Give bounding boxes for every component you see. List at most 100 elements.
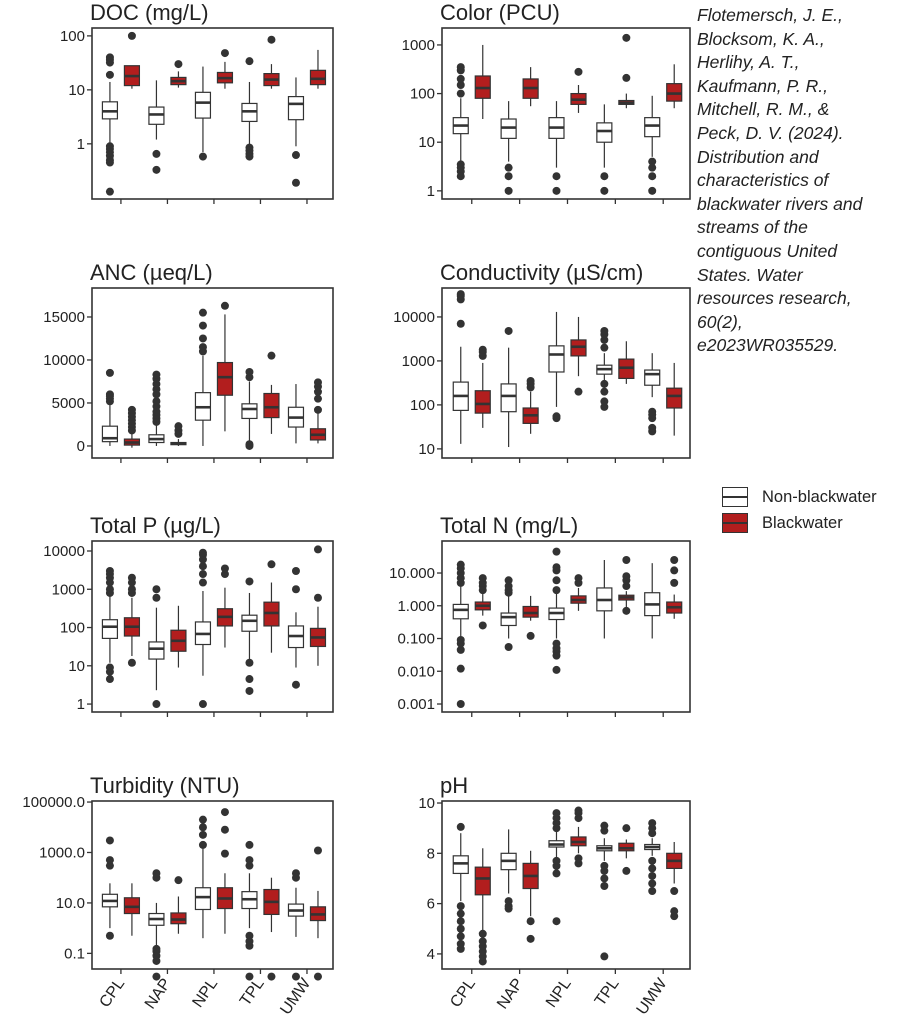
box-npl-blackwater xyxy=(216,301,234,432)
box-tpl-blackwater xyxy=(263,351,280,434)
outlier-point xyxy=(245,937,254,946)
outlier-point xyxy=(127,585,136,594)
panel-title: pH xyxy=(440,773,468,798)
outlier-point xyxy=(198,562,207,571)
outlier-point xyxy=(648,163,657,172)
outlier-point xyxy=(574,574,583,583)
outlier-point xyxy=(504,163,513,172)
outlier-point xyxy=(456,81,465,90)
outlier-point xyxy=(456,664,465,673)
box-npl-non-blackwater xyxy=(194,308,212,446)
outlier-point xyxy=(152,149,161,158)
outlier-point xyxy=(220,808,229,817)
y-tick-label: 1000 xyxy=(52,581,85,598)
outlier-point xyxy=(245,686,254,695)
outlier-point xyxy=(198,700,207,709)
box-cpl-non-blackwater xyxy=(101,567,119,684)
outlier-point xyxy=(313,405,322,414)
box-tpl-non-blackwater xyxy=(596,821,613,961)
box-tpl-blackwater xyxy=(618,33,635,109)
box-nap-non-blackwater xyxy=(500,326,517,448)
y-tick-label: 10 xyxy=(418,795,435,812)
box-npl-blackwater xyxy=(216,49,234,89)
y-tick-label: 10 xyxy=(418,134,435,151)
outlier-point xyxy=(648,871,657,880)
outlier-point xyxy=(600,882,609,891)
outlier-point xyxy=(478,621,487,630)
outlier-point xyxy=(198,570,207,579)
outlier-point xyxy=(105,585,114,594)
citation-line: e2023WR035529. xyxy=(697,335,839,356)
citation-line: contiguous United xyxy=(697,240,838,261)
box-nap-blackwater xyxy=(170,605,187,668)
outlier-point xyxy=(127,405,136,414)
box-umw-non-blackwater xyxy=(287,77,305,187)
y-tick-label: 1 xyxy=(427,183,435,200)
outlier-point xyxy=(600,387,609,396)
box xyxy=(474,390,491,414)
outlier-point xyxy=(504,326,513,335)
box xyxy=(596,122,613,143)
outlier-point xyxy=(622,824,631,833)
outlier-point xyxy=(552,586,561,595)
y-tick-label: 10000 xyxy=(43,352,85,369)
box-tpl-blackwater xyxy=(263,560,280,653)
outlier-point xyxy=(313,378,322,387)
citation-line: Distribution and xyxy=(697,146,819,167)
outlier-point xyxy=(574,387,583,396)
y-tick-label: 100 xyxy=(410,86,435,103)
box-tpl-non-blackwater xyxy=(241,840,258,981)
box-npl-non-blackwater xyxy=(194,66,212,161)
outlier-point xyxy=(291,869,300,878)
outlier-point xyxy=(504,582,513,591)
box-umw-non-blackwater xyxy=(287,567,305,689)
outlier-point xyxy=(552,917,561,926)
box-nap-blackwater xyxy=(522,595,539,640)
box-umw-blackwater xyxy=(309,846,327,981)
box-nap-non-blackwater xyxy=(148,585,165,709)
box-cpl-non-blackwater xyxy=(101,368,119,446)
outlier-point xyxy=(552,186,561,195)
box-umw-non-blackwater xyxy=(287,384,305,444)
box-cpl-non-blackwater xyxy=(452,63,469,181)
outlier-point xyxy=(105,567,114,576)
box-cpl-blackwater xyxy=(474,345,491,428)
outlier-point xyxy=(291,151,300,160)
box-npl-non-blackwater xyxy=(548,101,565,195)
outlier-point xyxy=(105,856,114,865)
legend-label: Blackwater xyxy=(762,513,843,532)
box xyxy=(644,369,661,386)
outlier-point xyxy=(670,555,679,564)
panel-title: Color (PCU) xyxy=(440,0,560,25)
box-tpl-non-blackwater xyxy=(596,104,613,195)
outlier-point xyxy=(245,856,254,865)
box-npl-blackwater xyxy=(570,574,587,611)
citation-line: Kaufmann, P. R., xyxy=(697,75,829,96)
y-tick-label: 1 xyxy=(77,696,85,713)
citation-line: Flotemersch, J. E., xyxy=(697,5,843,25)
outlier-point xyxy=(504,172,513,181)
outlier-point xyxy=(198,815,207,824)
outlier-point xyxy=(552,547,561,556)
outlier-point xyxy=(127,658,136,667)
x-tick-label-nap: NAP xyxy=(142,976,175,1013)
outlier-point xyxy=(174,60,183,69)
outlier-point xyxy=(313,394,322,403)
outlier-point xyxy=(552,576,561,585)
y-tick-label: 0 xyxy=(77,438,85,455)
outlier-point xyxy=(456,932,465,941)
outlier-point xyxy=(456,939,465,948)
box-cpl-blackwater xyxy=(123,883,141,936)
outlier-point xyxy=(220,849,229,858)
outlier-point xyxy=(105,390,114,399)
panel-color: Color (PCU) 1 10 100 1000 xyxy=(402,0,691,204)
outlier-point xyxy=(526,934,535,943)
outlier-point xyxy=(526,917,535,926)
citation-line: blackwater rivers and xyxy=(697,193,863,214)
outlier-point xyxy=(456,909,465,918)
box-cpl-non-blackwater xyxy=(101,53,119,196)
outlier-point xyxy=(152,397,161,406)
outlier-point xyxy=(313,972,322,981)
outlier-point xyxy=(174,422,183,431)
